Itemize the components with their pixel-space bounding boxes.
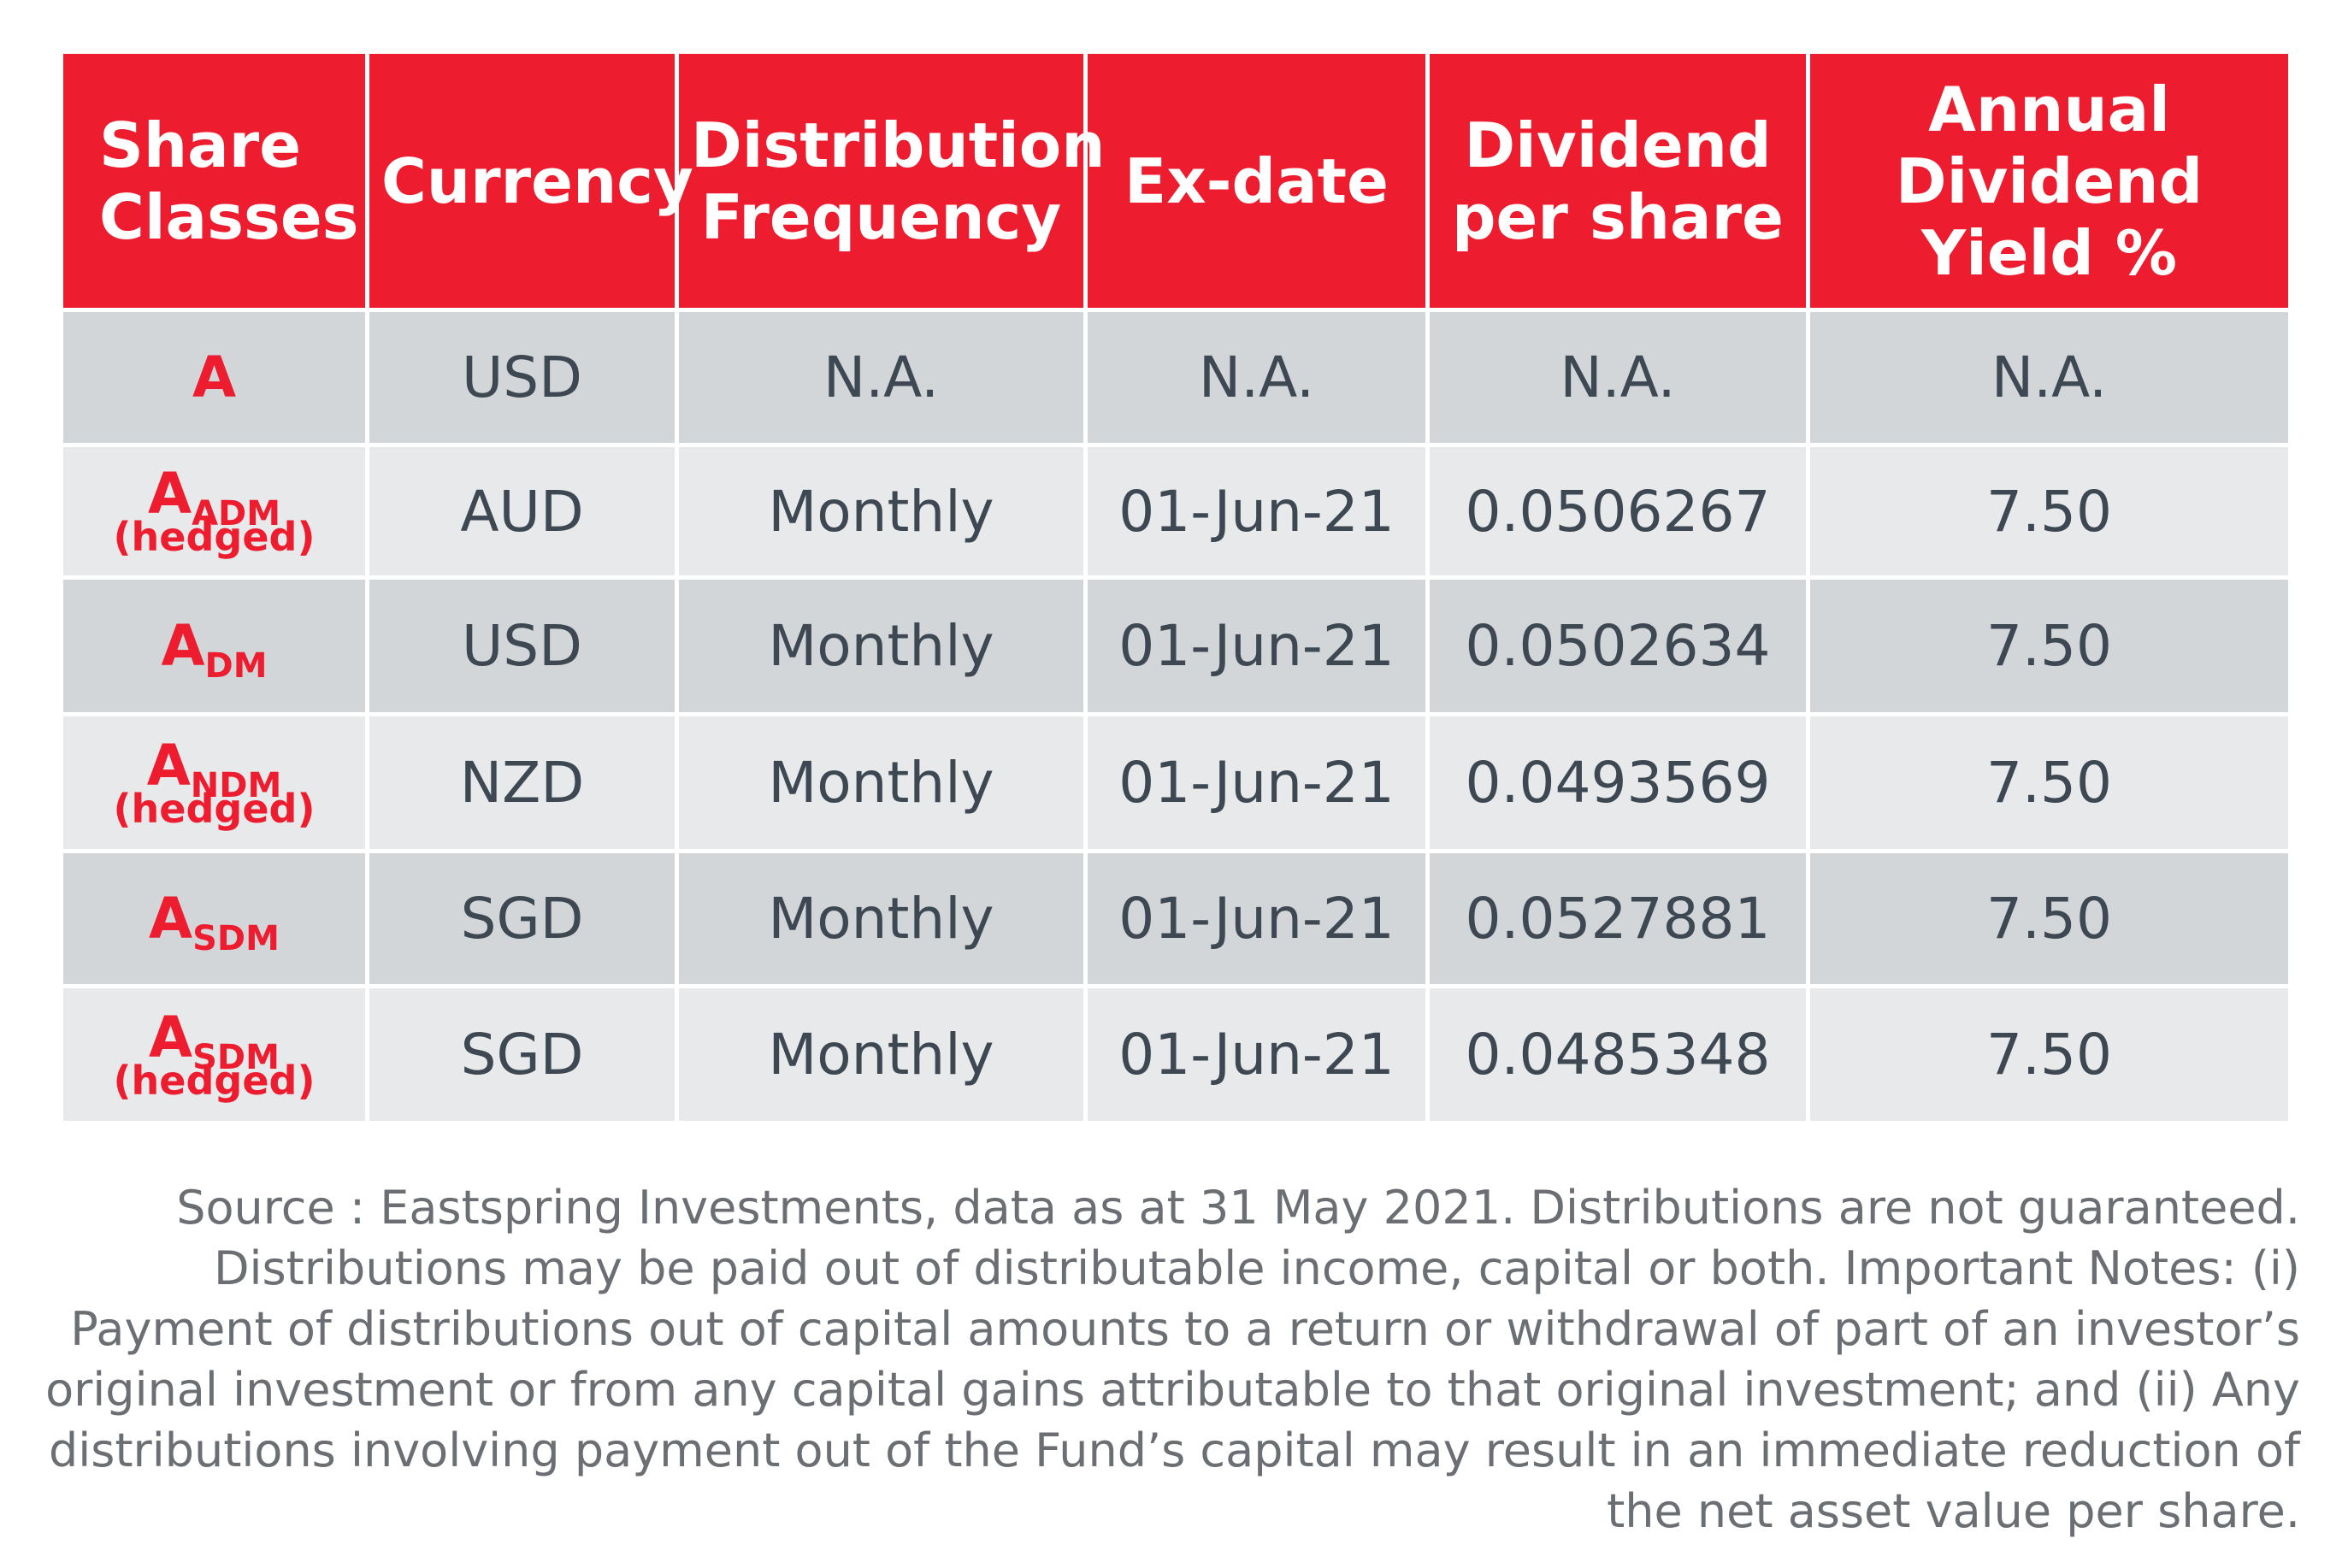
currency-cell: NZD <box>369 716 679 853</box>
share-class-suffix: ADM <box>192 494 281 534</box>
yield-cell: 7.50 <box>1810 853 2288 988</box>
header-share-classes: Share Classes <box>63 54 369 312</box>
share-class-name: A <box>192 344 237 410</box>
yield-cell: N.A. <box>1810 312 2288 447</box>
share-class-hedged: (hedged) <box>113 1057 316 1104</box>
dividend-cell: 0.0485348 <box>1430 988 1810 1125</box>
frequency-cell: Monthly <box>679 447 1088 580</box>
source-footnote: Source : Eastspring Investments, data as… <box>45 1181 2300 1538</box>
table-row: A USD N.A. N.A. N.A. N.A. <box>63 312 2288 447</box>
ex-date-cell: 01-Jun-21 <box>1088 853 1430 988</box>
share-class-cell: AADM (hedged) <box>63 447 369 580</box>
dividend-cell: 0.0527881 <box>1430 853 1810 988</box>
currency-cell: AUD <box>369 447 679 580</box>
ex-date-cell: 01-Jun-21 <box>1088 716 1430 853</box>
header-dividend-per-share: Dividend per share <box>1430 54 1810 312</box>
header-annual-dividend-yield: Annual Dividend Yield % <box>1810 54 2288 312</box>
yield-cell: 7.50 <box>1810 988 2288 1125</box>
ex-date-cell: 01-Jun-21 <box>1088 580 1430 716</box>
share-class-cell: ASDM <box>63 853 369 988</box>
dividend-cell: N.A. <box>1430 312 1810 447</box>
table-header-row: Share Classes Currency Distribution Freq… <box>63 54 2288 312</box>
ex-date-cell: N.A. <box>1088 312 1430 447</box>
dividend-cell: 0.0493569 <box>1430 716 1810 853</box>
header-distribution-frequency: Distribution Frequency <box>679 54 1106 312</box>
frequency-cell: Monthly <box>679 853 1088 988</box>
currency-cell: SGD <box>369 853 679 988</box>
share-class-suffix: SDM <box>192 1037 280 1077</box>
yield-cell: 7.50 <box>1810 580 2288 716</box>
share-class-hedged: (hedged) <box>113 514 316 560</box>
share-class-name: A <box>147 461 192 527</box>
currency-cell: SGD <box>369 988 679 1125</box>
share-class-suffix: SDM <box>192 918 280 958</box>
dividend-cell: 0.0506267 <box>1430 447 1810 580</box>
share-class-name: A <box>149 885 193 952</box>
currency-cell: USD <box>369 580 679 716</box>
frequency-cell: Monthly <box>679 580 1088 716</box>
share-class-name: A <box>161 612 205 679</box>
frequency-cell: Monthly <box>679 988 1088 1125</box>
table-row: ANDM (hedged) NZD Monthly 01-Jun-21 0.04… <box>63 716 2288 853</box>
table-row: ASDM (hedged) SGD Monthly 01-Jun-21 0.04… <box>63 988 2288 1125</box>
dividend-cell: 0.0502634 <box>1430 580 1810 716</box>
share-class-cell: ANDM (hedged) <box>63 716 369 853</box>
share-class-name: A <box>146 732 191 799</box>
share-class-cell: ADM <box>63 580 369 716</box>
share-class-suffix: NDM <box>190 765 282 805</box>
share-class-cell: ASDM (hedged) <box>63 988 369 1125</box>
ex-date-cell: 01-Jun-21 <box>1088 988 1430 1125</box>
currency-cell: USD <box>369 312 679 447</box>
yield-cell: 7.50 <box>1810 447 2288 580</box>
share-class-cell: A <box>63 312 369 447</box>
share-class-name: A <box>149 1004 193 1070</box>
frequency-cell: Monthly <box>679 716 1088 853</box>
header-ex-date: Ex-date <box>1088 54 1430 312</box>
distribution-table: Share Classes Currency Distribution Freq… <box>63 54 2288 1125</box>
share-class-suffix: DM <box>204 645 268 686</box>
frequency-cell: N.A. <box>679 312 1088 447</box>
header-currency: Currency <box>369 54 693 312</box>
share-class-hedged: (hedged) <box>113 785 316 832</box>
table-row: ADM USD Monthly 01-Jun-21 0.0502634 7.50 <box>63 580 2288 716</box>
yield-cell: 7.50 <box>1810 716 2288 853</box>
table-row: AADM (hedged) AUD Monthly 01-Jun-21 0.05… <box>63 447 2288 580</box>
table-row: ASDM SGD Monthly 01-Jun-21 0.0527881 7.5… <box>63 853 2288 988</box>
ex-date-cell: 01-Jun-21 <box>1088 447 1430 580</box>
